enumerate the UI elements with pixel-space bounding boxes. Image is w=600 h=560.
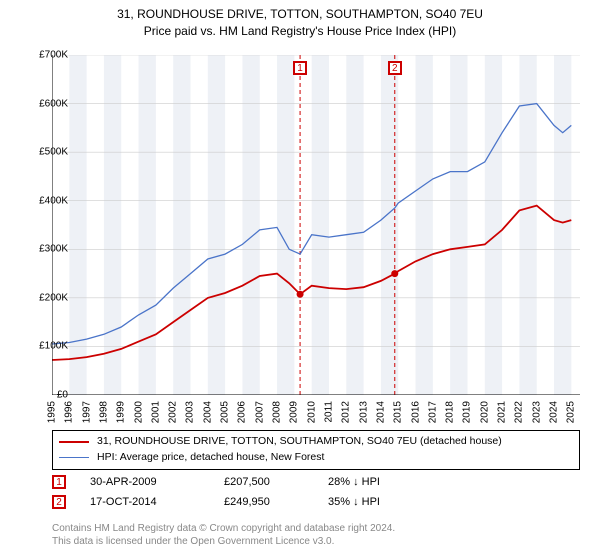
- x-tick-label: 2016: [410, 401, 421, 423]
- event-marker-badge: 1: [293, 61, 307, 75]
- chart-area: [52, 55, 580, 395]
- event-table: 1 30-APR-2009 £207,500 28% ↓ HPI 2 17-OC…: [52, 472, 580, 512]
- title-block: 31, ROUNDHOUSE DRIVE, TOTTON, SOUTHAMPTO…: [0, 0, 600, 40]
- x-tick-label: 2005: [220, 401, 231, 423]
- legend: 31, ROUNDHOUSE DRIVE, TOTTON, SOUTHAMPTO…: [52, 430, 580, 470]
- x-tick-label: 2004: [202, 401, 213, 423]
- x-tick-label: 2015: [393, 401, 404, 423]
- event-marker-badge: 2: [388, 61, 402, 75]
- event-badge-2: 2: [52, 495, 66, 509]
- x-tick-label: 1998: [98, 401, 109, 423]
- legend-label-hpi: HPI: Average price, detached house, New …: [97, 450, 324, 466]
- y-tick-label: £100K: [24, 341, 68, 352]
- x-tick-label: 2019: [462, 401, 473, 423]
- x-tick-label: 1999: [116, 401, 127, 423]
- legend-swatch-hpi: [59, 457, 89, 458]
- event-badge-1: 1: [52, 475, 66, 489]
- event-badge-2-num: 2: [56, 497, 62, 508]
- legend-swatch-property: [59, 441, 89, 443]
- x-tick-label: 2022: [514, 401, 525, 423]
- title-subtitle: Price paid vs. HM Land Registry's House …: [0, 23, 600, 40]
- x-tick-label: 1997: [81, 401, 92, 423]
- event-1-date: 30-APR-2009: [90, 476, 200, 488]
- y-tick-label: £400K: [24, 195, 68, 206]
- x-tick-label: 1996: [64, 401, 75, 423]
- event-1-diff: 28% ↓ HPI: [328, 476, 428, 488]
- event-1-price: £207,500: [224, 476, 304, 488]
- event-row-1: 1 30-APR-2009 £207,500 28% ↓ HPI: [52, 472, 580, 492]
- legend-row-property: 31, ROUNDHOUSE DRIVE, TOTTON, SOUTHAMPTO…: [59, 434, 573, 450]
- x-tick-label: 2024: [549, 401, 560, 423]
- x-tick-label: 2018: [445, 401, 456, 423]
- x-tick-label: 2012: [341, 401, 352, 423]
- event-2-diff: 35% ↓ HPI: [328, 496, 428, 508]
- event-2-date: 17-OCT-2014: [90, 496, 200, 508]
- x-tick-label: 2023: [531, 401, 542, 423]
- x-tick-label: 2011: [323, 401, 334, 423]
- x-tick-label: 2025: [566, 401, 577, 423]
- x-tick-label: 2020: [479, 401, 490, 423]
- y-tick-label: £600K: [24, 98, 68, 109]
- plot-svg: [52, 55, 580, 395]
- footer: Contains HM Land Registry data © Crown c…: [52, 522, 395, 548]
- legend-row-hpi: HPI: Average price, detached house, New …: [59, 450, 573, 466]
- y-tick-label: £700K: [24, 50, 68, 61]
- footer-line1: Contains HM Land Registry data © Crown c…: [52, 522, 395, 535]
- event-2-price: £249,950: [224, 496, 304, 508]
- x-tick-label: 2002: [168, 401, 179, 423]
- event-badge-1-num: 1: [56, 477, 62, 488]
- event-row-2: 2 17-OCT-2014 £249,950 35% ↓ HPI: [52, 492, 580, 512]
- x-tick-label: 2010: [306, 401, 317, 423]
- x-tick-label: 2007: [254, 401, 265, 423]
- x-tick-label: 2001: [150, 401, 161, 423]
- chart-container: 31, ROUNDHOUSE DRIVE, TOTTON, SOUTHAMPTO…: [0, 0, 600, 560]
- x-tick-label: 2013: [358, 401, 369, 423]
- title-address: 31, ROUNDHOUSE DRIVE, TOTTON, SOUTHAMPTO…: [0, 6, 600, 23]
- x-tick-label: 2008: [272, 401, 283, 423]
- x-tick-label: 2000: [133, 401, 144, 423]
- x-tick-label: 2014: [375, 401, 386, 423]
- y-tick-label: £500K: [24, 147, 68, 158]
- x-tick-label: 2006: [237, 401, 248, 423]
- footer-line2: This data is licensed under the Open Gov…: [52, 535, 395, 548]
- y-tick-label: £200K: [24, 292, 68, 303]
- x-tick-label: 2003: [185, 401, 196, 423]
- legend-label-property: 31, ROUNDHOUSE DRIVE, TOTTON, SOUTHAMPTO…: [97, 434, 502, 450]
- y-tick-label: £300K: [24, 244, 68, 255]
- x-tick-label: 2021: [497, 401, 508, 423]
- x-tick-label: 2017: [427, 401, 438, 423]
- y-tick-label: £0: [24, 390, 68, 401]
- x-tick-label: 1995: [47, 401, 58, 423]
- x-tick-label: 2009: [289, 401, 300, 423]
